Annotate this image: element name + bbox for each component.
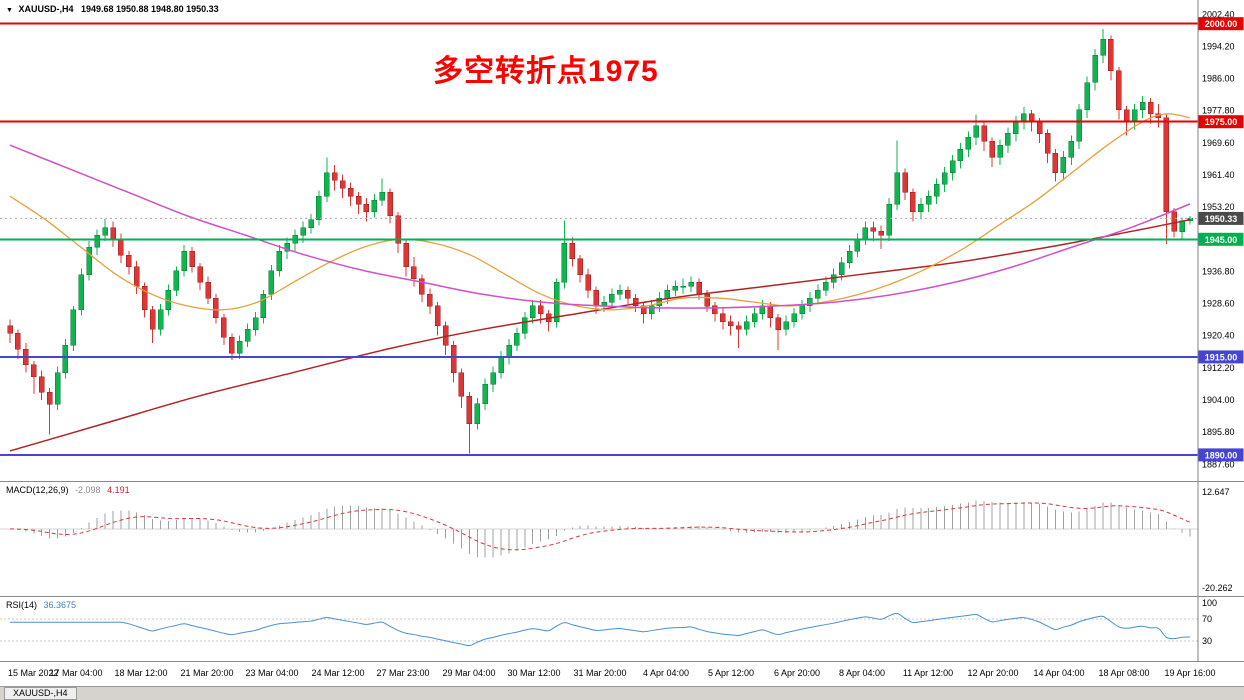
y-axis-tick: 1920.40: [1202, 331, 1235, 341]
price-tag: [1198, 211, 1244, 225]
time-axis-label: 18 Mar 12:00: [114, 668, 168, 678]
price-tag: [1198, 232, 1244, 246]
time-axis[interactable]: 15 Mar 2022 17 Mar 04:00 18 Mar 12:00 21 Ma…: [0, 662, 1244, 686]
macd-histogram: [17, 500, 1191, 558]
ohlc-values: 1949.68 1950.88 1948.80 1950.33: [80, 4, 219, 14]
ma-slow-magenta: [9, 144, 1191, 309]
time-axis-label: 8 Apr 04:00: [838, 668, 886, 678]
price-tag-label: 1890.00: [1205, 450, 1238, 460]
y-axis-tick: 1928.60: [1202, 299, 1235, 309]
rsi-scale-label: 70: [1202, 614, 1212, 624]
time-axis-label: 29 Mar 04:00: [442, 668, 496, 678]
time-axis-label: 24 Mar 12:00: [311, 668, 365, 678]
time-axis-label: 14 Apr 04:00: [1033, 668, 1085, 678]
macd-label: MACD(12,26,9) -2.098 4.191: [6, 485, 130, 495]
macd-name: MACD(12,26,9): [6, 485, 69, 495]
y-axis-tick: 1994.20: [1202, 41, 1235, 51]
y-axis-tick: 1953.20: [1202, 202, 1235, 212]
y-axis-tick: 1977.80: [1202, 106, 1235, 116]
symbol-period-label: XAUUSD-,H4: [18, 4, 74, 14]
macd-main-value: -2.098: [75, 485, 101, 495]
y-axis-tick: 1936.80: [1202, 266, 1235, 276]
rsi-value: 36.3675: [43, 600, 77, 610]
price-tag-label: 1945.00: [1205, 235, 1238, 245]
macd-panel: 12.647 -20.262 MACD(12,26,9) -2.098 4.191: [0, 482, 1244, 597]
macd-scale-min: -20.262: [1202, 583, 1233, 593]
time-axis-label: 31 Mar 20:00: [573, 668, 627, 678]
price-tag-label: 1975.00: [1205, 117, 1238, 127]
time-axis-label: 5 Apr 12:00: [707, 668, 755, 678]
time-axis-label: 4 Apr 04:00: [642, 668, 690, 678]
time-axis-label: 6 Apr 20:00: [773, 668, 821, 678]
price-chart-canvas[interactable]: 2002.40 1994.20 1986.00 1977.80 1969.60 1961.…: [0, 0, 1244, 481]
y-axis-tick: 1986.00: [1202, 74, 1235, 84]
price-chart-panel: 2002.40 1994.20 1986.00 1977.80 1969.60 1961.…: [0, 0, 1244, 482]
rsi-panel: 100 70 30 RSI(14) 36.3675: [0, 597, 1244, 662]
y-axis-tick: 2002.40: [1202, 9, 1235, 19]
price-tag-label: 1950.33: [1205, 214, 1238, 224]
time-axis-label: 12 Apr 20:00: [967, 668, 1019, 678]
price-tag: [1198, 17, 1244, 31]
time-axis-label: 21 Mar 20:00: [180, 668, 234, 678]
time-axis-label: 17 Mar 04:00: [49, 668, 103, 678]
chart-annotation-text[interactable]: 多空转折点1975: [433, 55, 659, 88]
y-axis-tick: 1904.00: [1202, 395, 1235, 405]
y-axis-tick: 1969.60: [1202, 138, 1235, 148]
candles: [7, 29, 1193, 454]
rsi-label: RSI(14) 36.3675: [6, 600, 76, 610]
y-axis-tick: 1895.80: [1202, 427, 1235, 437]
time-axis-label: 11 Apr 12:00: [902, 668, 954, 678]
rsi-scale-label: 100: [1202, 598, 1217, 608]
bottom-tab-bar: XAUUSD-,H4: [0, 686, 1244, 700]
y-axis-tick: 1887.60: [1202, 459, 1235, 469]
time-axis-label: 15 Mar 2022: [8, 668, 59, 678]
time-axis-label: 27 Mar 23:00: [376, 668, 430, 678]
y-axis-tick: 1912.20: [1202, 363, 1235, 373]
chart-tab[interactable]: XAUUSD-,H4: [4, 687, 77, 700]
rsi-scale-label: 30: [1202, 636, 1212, 646]
macd-canvas[interactable]: 12.647 -20.262: [0, 482, 1244, 596]
collapse-arrow-icon[interactable]: ▼: [6, 7, 13, 14]
time-axis-label: 18 Apr 08:00: [1098, 668, 1150, 678]
macd-signal-line: [9, 502, 1191, 551]
price-tag-label: 1915.00: [1205, 352, 1238, 362]
time-axis-label: 19 Apr 16:00: [1164, 668, 1216, 678]
macd-signal-value: 4.191: [107, 485, 130, 495]
price-tag: [1198, 448, 1244, 462]
macd-scale-max: 12.647: [1202, 487, 1230, 497]
chart-header: ▼ XAUUSD-,H4 1949.68 1950.88 1948.80 195…: [6, 4, 219, 14]
ma-long-darkred: [9, 218, 1191, 452]
price-tag-label: 2000.00: [1205, 19, 1238, 29]
rsi-name: RSI(14): [6, 600, 38, 610]
rsi-line: [10, 612, 1191, 647]
price-tag: [1198, 115, 1244, 129]
time-axis-label: 30 Mar 12:00: [507, 668, 561, 678]
ma-medium-orange: [9, 113, 1191, 311]
rsi-canvas[interactable]: 100 70 30: [0, 597, 1244, 661]
price-tag: [1198, 350, 1244, 364]
y-axis-tick: 1961.40: [1202, 170, 1235, 180]
time-axis-label: 23 Mar 04:00: [245, 668, 299, 678]
